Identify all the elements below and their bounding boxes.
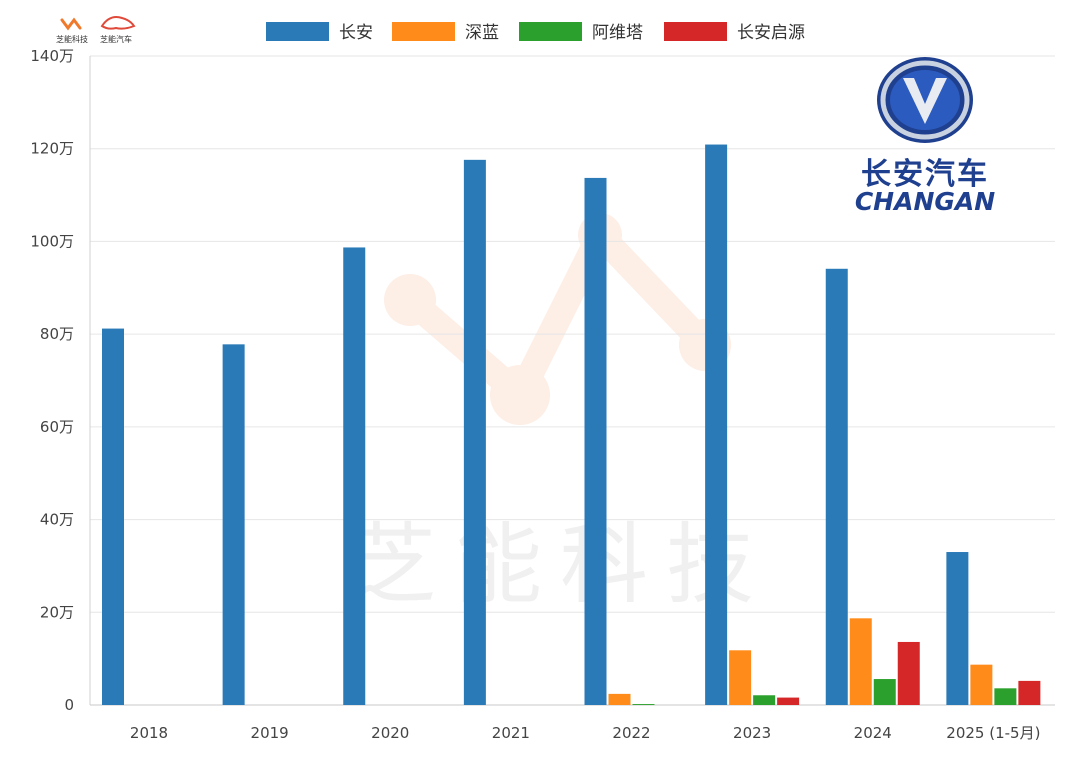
y-tick-label: 80万	[40, 325, 74, 343]
legend-swatch-0	[266, 22, 329, 41]
bar-6-3	[897, 641, 920, 705]
bar-7-1	[970, 664, 993, 705]
y-tick-label: 100万	[30, 232, 74, 250]
bar-7-0	[946, 552, 969, 705]
corner-logo-right-text: 芝能汽车	[100, 34, 132, 44]
legend-label-2: 阿维塔	[592, 23, 643, 43]
watermark-path-icon	[397, 222, 718, 408]
grid-lines	[90, 55, 1055, 706]
x-axis: 2018 2019 2020 2021 2022 2023 2024 2025 (1-5月)	[130, 724, 1041, 742]
corner-logo-left-text: 芝能科技	[56, 34, 88, 44]
changan-logo: 长安汽车 CHANGAN	[855, 57, 995, 216]
bars	[102, 144, 1041, 706]
legend-swatch-2	[519, 22, 582, 41]
legend: 长安 深蓝 阿维塔 长安启源	[266, 22, 805, 43]
y-tick-label: 40万	[40, 511, 74, 529]
bar-3-0	[463, 159, 486, 706]
x-tick-label: 2019	[251, 724, 289, 742]
bar-7-2	[994, 688, 1017, 705]
bar-6-2	[873, 679, 896, 705]
legend-label-1: 深蓝	[465, 23, 499, 43]
zhineng-tech-logo-icon	[60, 17, 82, 31]
bar-5-1	[729, 650, 752, 705]
x-tick-label: 2024	[854, 724, 892, 742]
bar-4-2	[632, 704, 655, 705]
bar-0-0	[102, 328, 124, 705]
brand-logo-en: CHANGAN	[855, 187, 995, 216]
watermark: 芝能科技	[348, 213, 772, 616]
x-tick-label: 2023	[733, 724, 771, 742]
y-tick-label: 140万	[30, 47, 74, 65]
watermark-text: 芝能科技	[348, 513, 772, 616]
bar-5-2	[753, 695, 776, 705]
bar-6-1	[849, 618, 872, 705]
y-tick-label: 20万	[40, 603, 74, 621]
x-tick-label: 2022	[612, 724, 650, 742]
bar-4-0	[584, 177, 607, 705]
legend-label-0: 长安	[339, 23, 373, 43]
bar-4-1	[608, 693, 631, 705]
x-tick-label: 2020	[371, 724, 409, 742]
x-tick-label: 2018	[130, 724, 168, 742]
y-tick-label: 0	[64, 696, 74, 714]
x-tick-label: 2021	[492, 724, 530, 742]
bar-1-0	[222, 344, 245, 705]
x-tick-label: 2025 (1-5月)	[946, 724, 1040, 742]
changan-emblem-ring-icon	[880, 60, 970, 140]
y-tick-label: 120万	[30, 140, 74, 158]
bar-2-0	[343, 247, 366, 705]
bar-7-3	[1018, 680, 1041, 705]
zhineng-auto-logo-icon	[100, 16, 136, 30]
changan-v-icon	[903, 78, 947, 124]
brand-logo-cn: 长安汽车	[861, 157, 989, 192]
legend-swatch-1	[392, 22, 455, 41]
bar-5-3	[777, 697, 800, 705]
legend-label-3: 长安启源	[737, 23, 805, 43]
bar-5-0	[705, 144, 728, 706]
corner-logos: 芝能科技 芝能汽车	[56, 16, 136, 44]
y-tick-label: 60万	[40, 418, 74, 436]
legend-swatch-3	[664, 22, 727, 41]
bar-6-0	[825, 268, 848, 705]
